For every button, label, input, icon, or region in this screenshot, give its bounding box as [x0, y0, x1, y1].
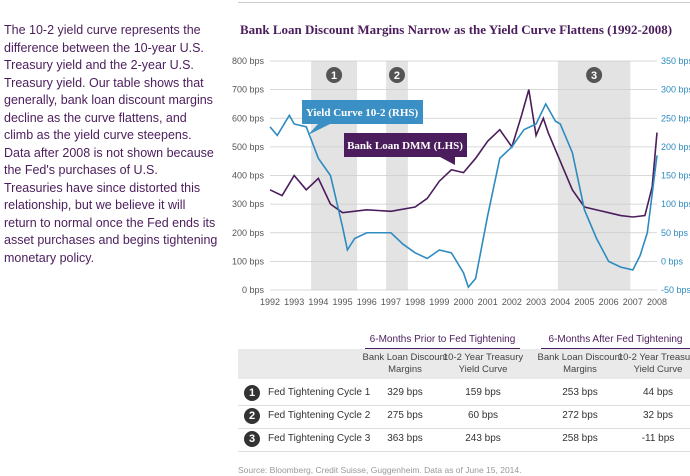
callout-pointer [308, 124, 330, 135]
group-prior-header: 6-Months Prior to Fed Tightening [365, 334, 520, 350]
x-tick-label: 1995 [333, 297, 353, 307]
series-line [269, 102, 658, 289]
left-tick-label: 500 bps [232, 142, 265, 152]
table-row: 1 Fed Tightening Cycle 1 329 bps 159 bps 253… [238, 382, 690, 406]
table-cell: 275 bps [387, 410, 423, 421]
table-cell: 329 bps [387, 387, 423, 398]
x-tick-label: 2006 [599, 297, 619, 307]
table-cell: 253 bps [562, 387, 598, 398]
x-tick-label: 2002 [502, 297, 522, 307]
period-badge-label: 2 [394, 70, 400, 82]
x-tick-label: 1996 [357, 297, 377, 307]
x-tick-label: 1993 [284, 297, 304, 307]
callout-box [302, 100, 423, 124]
row-label: Fed Tightening Cycle 2 [268, 410, 371, 421]
callout-pointer [440, 157, 455, 165]
right-tick-label: 0 bps [661, 256, 684, 266]
chart: 1 2 3 0 bps -50 bps 100 bps 0 bps 200 bps 50 bps… [232, 56, 690, 307]
left-tick-label: 600 bps [232, 113, 265, 123]
callout-box [344, 133, 467, 157]
right-tick-label: 250 bps [661, 113, 690, 123]
x-tick-label: 2003 [526, 297, 546, 307]
table-cell: 258 bps [562, 433, 598, 444]
period-badge [388, 67, 405, 83]
table-cell: 363 bps [387, 433, 423, 444]
column-header: 10-2 Year Treasury Yield Curve [617, 352, 690, 375]
x-tick-label: 2005 [574, 297, 594, 307]
series-line [269, 89, 658, 218]
table-cell: 243 bps [465, 433, 501, 444]
series-label-yield: Yield Curve 10-2 (RHS) [306, 107, 419, 119]
x-tick-label: 2007 [623, 297, 643, 307]
x-tick-label: 2008 [647, 297, 667, 307]
source-note: Source: Bloomberg, Credit Suisse, Guggen… [238, 465, 522, 475]
right-tick-label: 300 bps [661, 85, 690, 95]
x-tick-label: 1992 [260, 297, 280, 307]
x-tick-label: 2001 [478, 297, 498, 307]
left-tick-label: 200 bps [232, 228, 265, 238]
x-tick-label: 2004 [550, 297, 570, 307]
chart-title: Bank Loan Discount Margins Narrow as the… [240, 22, 673, 37]
left-tick-label: 100 bps [232, 256, 265, 266]
group-after-header: 6-Months After Fed Tightening [541, 334, 690, 350]
period-badge [586, 67, 603, 83]
x-tick-label: 1997 [381, 297, 401, 307]
right-tick-label: 350 bps [661, 56, 690, 66]
intro-text: The 10-2 yield curve represents the diff… [4, 23, 218, 265]
column-header-band [238, 349, 690, 379]
table-cell: 60 bps [467, 410, 499, 421]
table-cell: 44 bps [642, 387, 674, 398]
divider [238, 2, 690, 3]
period-badge-label: 1 [331, 70, 337, 82]
right-tick-label: -50 bps [661, 285, 690, 295]
x-tick-label: 1998 [405, 297, 425, 307]
x-tick-label: 1994 [308, 297, 328, 307]
period-badge [326, 67, 343, 83]
left-tick-label: 800 bps [232, 56, 265, 66]
x-tick-label: 1999 [429, 297, 449, 307]
column-header: 10-2 Year Treasury Yield Curve [442, 352, 524, 375]
table-cell: 272 bps [562, 410, 598, 421]
cycle-number-badge: 2 [244, 408, 260, 424]
period-badge-label: 3 [591, 70, 597, 82]
cycle-number-badge: 1 [244, 385, 260, 401]
series-label-dmm: Bank Loan DMM (LHS) [347, 140, 463, 152]
right-tick-label: 150 bps [661, 171, 690, 181]
right-tick-label: 100 bps [661, 199, 690, 209]
table-cell: 159 bps [465, 387, 501, 398]
row-label: Fed Tightening Cycle 3 [268, 433, 371, 444]
left-tick-label: 700 bps [232, 85, 265, 95]
table-row: 2 Fed Tightening Cycle 2 275 bps 60 bps 272 … [238, 405, 690, 429]
right-tick-label: 200 bps [661, 142, 690, 152]
column-header: Bank Loan Discount Margins [537, 352, 623, 375]
table-cell: 32 bps [642, 410, 674, 421]
right-tick-label: 50 bps [661, 228, 689, 238]
cycle-number-badge: 3 [244, 431, 260, 447]
table-cell: -11 bps [641, 433, 675, 444]
left-tick-label: 0 bps [242, 285, 265, 295]
x-tick-label: 2000 [453, 297, 473, 307]
table-row: 3 Fed Tightening Cycle 3 363 bps 243 bps 258… [238, 428, 690, 452]
left-tick-label: 300 bps [232, 199, 265, 209]
column-header: Bank Loan Discount Margins [362, 352, 448, 375]
row-label: Fed Tightening Cycle 1 [268, 387, 371, 398]
left-tick-label: 400 bps [232, 171, 265, 181]
